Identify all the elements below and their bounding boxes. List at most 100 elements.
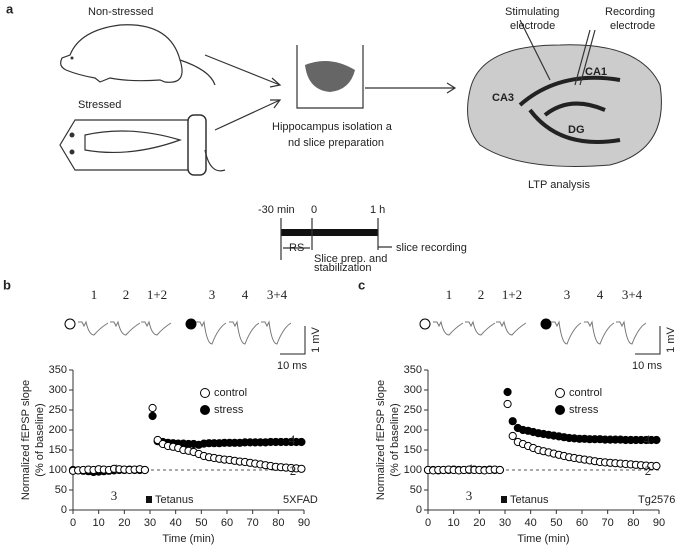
data-point [148,403,157,413]
legend-label: control [569,387,602,399]
region-label: CA3 [492,92,514,104]
trace [196,320,227,345]
label: Non-stressed [88,6,153,18]
y-tick-label: 200 [49,424,67,436]
timeline-label: RS [289,242,304,254]
x-tick-label: 0 [425,517,431,529]
trace-label: 2 [478,287,485,302]
label: electrode [610,20,655,32]
panel-label: c [358,277,365,292]
y-axis-label: Normalized fEPSP slope [375,380,387,500]
data-point [140,465,149,475]
x-tick-label: 70 [602,517,614,529]
mouse-icon [60,24,216,86]
restrainer-icon [59,114,226,176]
trace [433,320,464,336]
trace-label: 3 [209,287,216,302]
y-tick-label: 250 [404,404,422,416]
timeline-label: slice recording [396,242,467,254]
x-tick-label: 50 [550,517,562,529]
y-tick-label: 350 [49,364,67,376]
trace [229,320,260,345]
x-tick-label: 80 [272,517,284,529]
data-point [297,464,306,473]
annotation: 3 [466,488,473,503]
data-point [495,465,504,475]
annotation: 2 [645,463,652,478]
trace [465,320,496,336]
x-tick-label: 70 [247,517,259,529]
y-tick-label: 0 [61,504,67,516]
brain-slice [467,19,662,167]
legend-marker [555,405,565,415]
trace-marker [540,318,552,330]
trace-marker [64,318,76,330]
trace-label: 3+4 [267,287,288,302]
trace-label: 1 [91,287,98,302]
timeline-label: Slice prep. and [314,253,387,265]
annotation: Tg2576 [638,494,675,506]
timeline-label: stabilization [314,262,371,274]
x-tick-label: 50 [195,517,207,529]
trace-label: 4 [242,287,249,302]
annotation: Tetanus [155,494,194,506]
annotation: 1 [113,461,120,476]
annotation: 3 [111,488,118,503]
x-tick-label: 40 [170,517,182,529]
y-tick-label: 300 [404,384,422,396]
trace [110,320,141,336]
trace [261,320,292,345]
scale-bar [635,326,661,355]
legend-label: stress [569,404,599,416]
region-label: DG [568,124,585,136]
legend-marker [555,388,565,398]
data-point [508,431,517,441]
trace [496,320,527,336]
scale-label: 1 mV [665,327,677,353]
data-point [297,437,306,447]
data-point [508,417,517,426]
trace [551,320,582,345]
annotation: 2 [290,463,297,478]
y-axis-label: (% of baseline) [389,403,401,476]
annotation: 1 [468,461,475,476]
annotation: 4 [644,432,651,447]
x-axis-label: Time (min) [162,533,214,545]
caption: Hippocampus isolation a [272,121,393,133]
legend-label: stress [214,404,244,416]
trace-label: 1 [446,287,453,302]
y-tick-label: 50 [55,484,67,496]
y-tick-label: 100 [404,464,422,476]
scale-label: 10 ms [632,360,662,372]
trace-label: 2 [123,287,130,302]
x-tick-label: 20 [118,517,130,529]
x-tick-label: 10 [93,517,105,529]
y-tick-label: 200 [404,424,422,436]
region-label: CA1 [585,66,607,78]
data-point [503,399,512,409]
y-tick-label: 300 [49,384,67,396]
legend-marker [200,388,210,398]
timeline-label: -30 min [258,204,295,216]
panel-label: a [6,1,14,16]
annotation: 5XFAD [283,494,318,506]
x-tick-label: 60 [576,517,588,529]
trace-marker [185,318,197,330]
x-tick-label: 20 [473,517,485,529]
x-tick-label: 40 [525,517,537,529]
label: electrode [510,20,555,32]
trace [141,320,172,336]
scale-label: 1 mV [310,327,322,353]
x-tick-label: 30 [499,517,511,529]
y-tick-label: 150 [49,444,67,456]
y-tick-label: 0 [416,504,422,516]
caption: nd slice preparation [288,137,384,149]
panel-label: b [3,277,11,292]
label: Stressed [78,99,121,111]
x-tick-label: 90 [298,517,310,529]
label: Stimulating [505,6,559,18]
x-tick-label: 10 [448,517,460,529]
timeline-label: 0 [311,204,317,216]
x-tick-label: 90 [653,517,665,529]
y-axis-label: Normalized fEPSP slope [20,380,32,500]
